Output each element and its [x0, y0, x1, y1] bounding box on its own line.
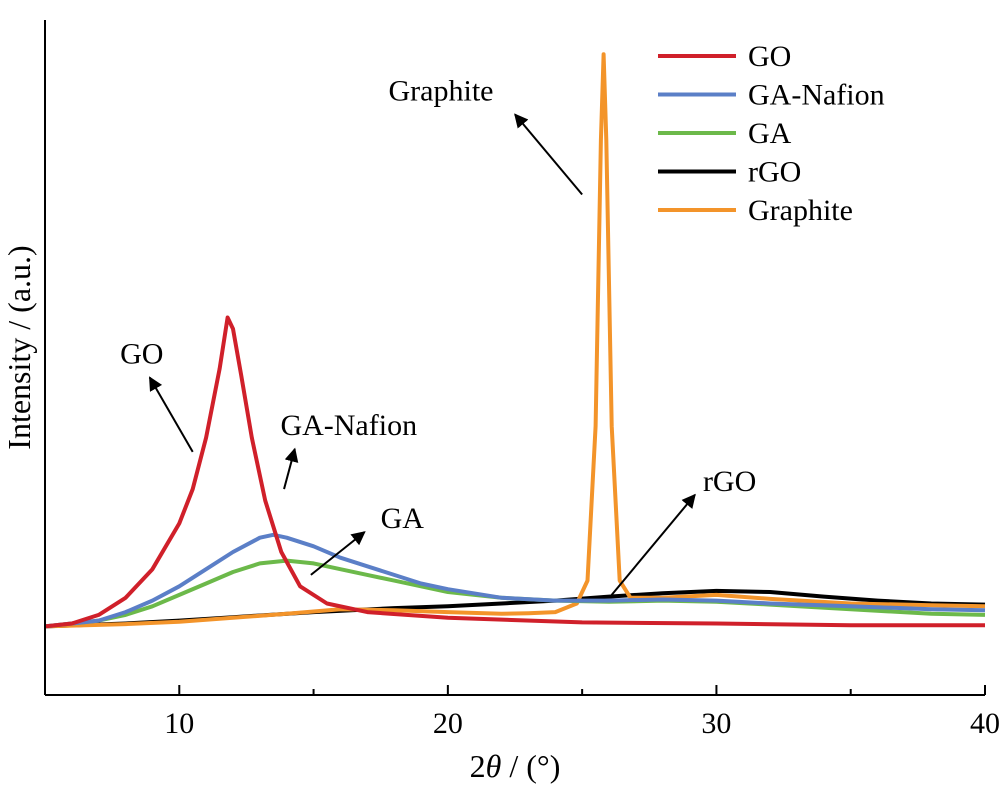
- series-line-ga: [44, 558, 986, 629]
- x-ticks: 10 20 30 40: [164, 685, 1000, 740]
- annotation-label-graphite: Graphite: [389, 74, 494, 107]
- annotation-label-ga: GA: [381, 502, 425, 535]
- annotation-label-rgo: rGO: [703, 465, 756, 498]
- legend-label-go: GO: [748, 40, 791, 73]
- legend-label-rgo: rGO: [748, 156, 801, 189]
- series-line-graphite: [44, 52, 986, 629]
- x-axis-title-suffix: / (°): [501, 748, 560, 784]
- plot-area: Graphite GO GA-Nafion GA rGO: [44, 52, 986, 629]
- annotation-arrow-ga: [310, 531, 366, 576]
- legend-label-graphite: Graphite: [748, 194, 853, 227]
- legend: GO GA-Nafion GA rGO Graphite: [658, 40, 885, 227]
- series-layer: [44, 52, 986, 629]
- x-tick-label: 40: [970, 707, 1000, 740]
- x-tick-label: 30: [701, 707, 731, 740]
- axes: 10 20 30 40: [44, 20, 1000, 740]
- x-axis-title-prefix: 2: [470, 748, 486, 784]
- annotation-layer: Graphite GO GA-Nafion GA rGO: [120, 74, 756, 596]
- y-axis-title: Intensity / (a.u.): [1, 245, 37, 449]
- legend-label-ga-nafion: GA-Nafion: [748, 79, 885, 112]
- annotation-label-go: GO: [120, 338, 163, 371]
- annotation-arrow-rgo: [610, 493, 696, 596]
- annotation-arrow-graphite: [514, 113, 583, 196]
- x-axis-title-symbol: θ: [486, 748, 502, 784]
- x-tick-label: 20: [433, 707, 463, 740]
- legend-label-ga: GA: [748, 117, 792, 150]
- annotation-label-ga-nafion: GA-Nafion: [280, 409, 417, 442]
- annotation-arrow-ga-nafion: [283, 447, 299, 490]
- series-line-go: [44, 315, 985, 629]
- annotation-arrow-go: [148, 376, 194, 453]
- x-axis-title: 2θ / (°): [470, 748, 561, 784]
- x-tick-label: 10: [164, 707, 194, 740]
- series-line-ga-nafion: [44, 532, 986, 629]
